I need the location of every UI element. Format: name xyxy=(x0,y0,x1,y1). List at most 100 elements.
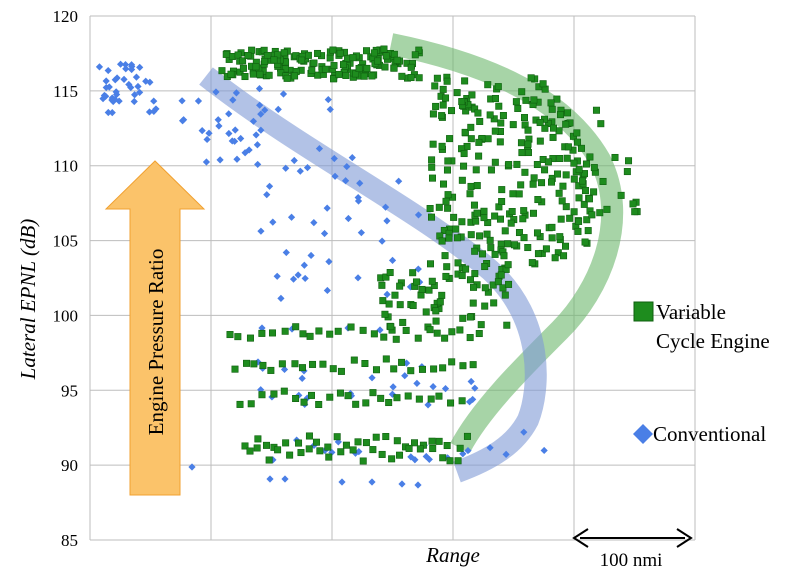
vce-point xyxy=(494,278,502,286)
conventional-point xyxy=(294,271,302,279)
vce-point xyxy=(575,194,583,202)
conventional-point xyxy=(282,248,290,257)
vce-point xyxy=(557,215,565,223)
conventional-point xyxy=(281,475,289,483)
vce-point xyxy=(265,456,273,464)
vce-point xyxy=(509,121,517,129)
vce-point xyxy=(486,236,494,244)
vce-point xyxy=(611,153,619,161)
conventional-point xyxy=(328,448,336,456)
vce-point xyxy=(494,83,502,91)
vce-point xyxy=(460,162,468,170)
conventional-point xyxy=(323,286,331,295)
vce-point xyxy=(439,364,447,372)
y-axis-label: Lateral EPNL (dB) xyxy=(16,219,40,381)
vce-point xyxy=(291,72,299,80)
vce-point xyxy=(534,196,542,204)
vce-point xyxy=(241,442,249,450)
vce-point xyxy=(359,457,367,465)
vce-point xyxy=(261,57,269,65)
conventional-point xyxy=(467,377,475,386)
vce-point xyxy=(388,455,396,463)
vce-point xyxy=(234,333,242,341)
vce-point xyxy=(304,51,312,59)
vce-point xyxy=(580,170,588,178)
conventional-point xyxy=(357,229,365,237)
vce-point xyxy=(381,63,389,71)
vce-point xyxy=(542,245,550,253)
conventional-point xyxy=(203,135,211,144)
vce-point xyxy=(454,259,462,267)
vce-point xyxy=(515,229,523,237)
vce-point xyxy=(418,365,426,373)
vce-point xyxy=(309,360,317,368)
vce-point xyxy=(440,180,448,188)
vce-point xyxy=(504,261,512,269)
vce-point xyxy=(539,80,547,88)
vce-point xyxy=(297,449,305,457)
conventional-point xyxy=(205,129,213,137)
vce-point xyxy=(575,166,583,174)
conventional-point xyxy=(315,144,324,153)
vce-point xyxy=(337,367,345,375)
vce-point xyxy=(456,444,464,452)
vce-point xyxy=(477,321,485,329)
conventional-point xyxy=(113,90,121,99)
conventional-point xyxy=(540,446,548,455)
vce-point xyxy=(475,152,483,160)
vce-point xyxy=(536,137,544,145)
data-points xyxy=(95,45,641,489)
vce-point xyxy=(507,219,515,227)
conventional-point xyxy=(134,82,142,91)
vce-point xyxy=(333,433,341,441)
conventional-point xyxy=(486,444,494,452)
conventional-point xyxy=(459,450,467,458)
vce-point xyxy=(578,177,586,185)
conventional-point xyxy=(429,383,437,391)
vce-point xyxy=(352,400,360,408)
conventional-point xyxy=(378,237,386,245)
vce-point xyxy=(300,398,308,406)
vce-point xyxy=(467,231,475,239)
legend-vce-marker xyxy=(633,301,654,322)
vce-point xyxy=(562,120,570,128)
vce-point xyxy=(570,175,578,183)
vce-point xyxy=(236,400,244,408)
conventional-point xyxy=(356,179,364,187)
vce-point xyxy=(478,250,486,258)
vce-point xyxy=(446,457,454,465)
vce-point xyxy=(491,127,499,135)
vce-point xyxy=(252,63,260,71)
vce-point xyxy=(476,117,484,125)
vce-point xyxy=(534,250,542,258)
vce-point xyxy=(484,81,492,89)
vce-point xyxy=(368,72,376,80)
vce-point xyxy=(458,218,466,226)
vce-point xyxy=(347,323,355,331)
conventional-point xyxy=(150,97,158,105)
vce-point xyxy=(396,301,404,309)
conventional-point xyxy=(116,60,125,68)
vce-point xyxy=(295,439,303,447)
conventional-point xyxy=(127,83,135,92)
vce-point xyxy=(548,234,556,242)
vce-point xyxy=(373,57,381,65)
conventional-point xyxy=(245,146,253,154)
vce-point xyxy=(458,98,466,106)
vce-point xyxy=(473,182,481,190)
vce-point xyxy=(480,207,488,215)
vce-point xyxy=(391,291,399,299)
vce-point xyxy=(515,190,523,198)
vce-point xyxy=(363,47,371,55)
vce-point xyxy=(430,365,438,373)
conventional-point xyxy=(122,65,130,73)
conventional-point xyxy=(256,101,264,109)
vce-point xyxy=(501,227,509,235)
vce-point xyxy=(329,365,337,373)
conventional-point xyxy=(215,122,223,130)
vce-point xyxy=(445,234,453,242)
conventional-point xyxy=(202,158,211,166)
vce-point xyxy=(382,433,390,441)
vce-point xyxy=(547,99,555,107)
vce-point xyxy=(298,364,306,372)
